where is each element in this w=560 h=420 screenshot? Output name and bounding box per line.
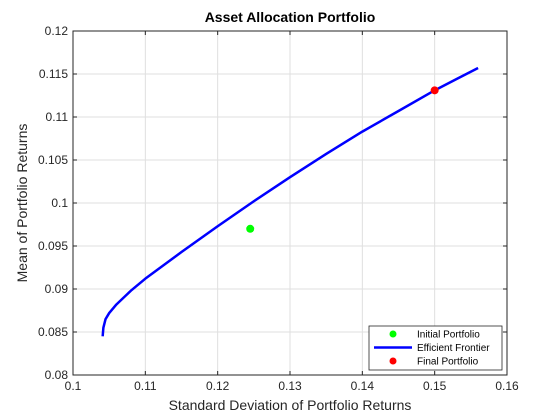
y-tick-label: 0.105: [38, 153, 68, 167]
y-tick-label: 0.09: [45, 282, 69, 296]
y-tick-label: 0.12: [45, 24, 69, 38]
legend-swatch-final-portfolio: [389, 357, 397, 365]
x-tick-label: 0.15: [423, 379, 447, 393]
legend: Initial Portfolio Efficient Frontier Final…: [368, 325, 503, 371]
final-portfolio-marker: [430, 86, 439, 95]
x-tick-label: 0.1: [65, 379, 82, 393]
efficient-frontier-line: [101, 66, 479, 337]
y-axis-title: Mean of Portfolio Returns: [14, 124, 30, 283]
x-tick-label: 0.13: [278, 379, 302, 393]
x-tick-label: 0.12: [206, 379, 230, 393]
y-tick-label: 0.115: [39, 67, 68, 81]
legend-label-initial-portfolio: Initial Portfolio: [417, 330, 480, 341]
legend-label-efficient-frontier: Efficient Frontier: [417, 343, 490, 354]
x-tick-label: 0.11: [134, 379, 157, 393]
plot-area: 0.1 0.11 0.12 0.13 0.14 0.15 0.16 0.08 0.085 0.09…: [38, 24, 519, 393]
initial-portfolio-marker: [246, 224, 255, 233]
y-tick-label: 0.08: [45, 368, 69, 382]
x-tick-label: 0.16: [495, 379, 519, 393]
legend-swatch-initial-portfolio: [389, 330, 397, 338]
x-tick-label: 0.14: [351, 379, 375, 393]
y-tick-label: 0.11: [46, 110, 69, 124]
chart-title: Asset Allocation Portfolio: [205, 9, 376, 25]
x-axis-title: Standard Deviation of Portfolio Returns: [169, 397, 412, 413]
y-tick-label: 0.1: [51, 196, 68, 210]
legend-label-final-portfolio: Final Portfolio: [417, 357, 479, 368]
y-tick-label: 0.085: [38, 325, 68, 339]
y-tick-label: 0.095: [38, 239, 68, 253]
